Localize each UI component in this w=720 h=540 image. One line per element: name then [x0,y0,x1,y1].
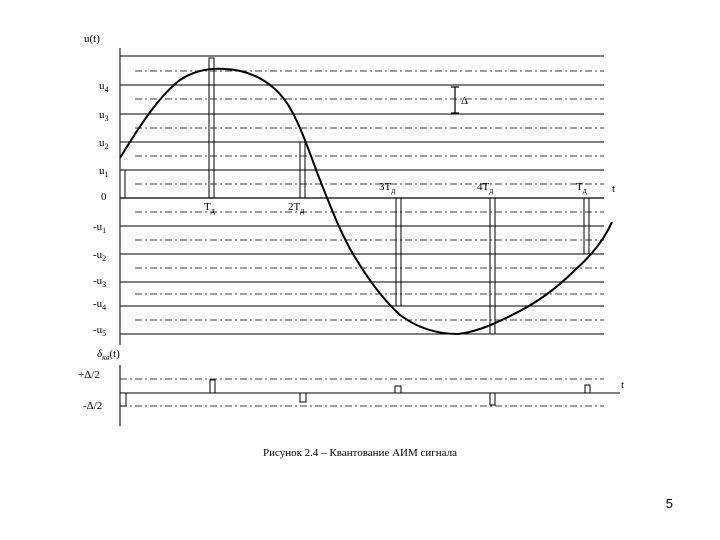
level-label: u [99,80,105,92]
error-axis-label: δкв(t) [97,348,120,362]
error-pulse-3 [394,385,402,394]
level-labels: u4 u3 u2 u1 0 -u1 -u2 -u3 -u4 -u5 [93,80,109,338]
plus-half-delta-label: +Δ/2 [78,369,100,381]
y-axis-label: u(t) [84,33,100,45]
delta-marker [451,86,459,114]
minus-half-delta-label: -Δ/2 [83,400,102,412]
level-lines [120,55,604,335]
level-label: u [99,109,105,121]
sample-pulse-2 [299,141,306,199]
t-axis-label: t [612,183,615,195]
svg-text:u3: u3 [99,109,109,123]
dashdot-lines [135,70,604,321]
sample-pulse-1 [208,57,215,199]
level-label: -u [93,249,103,261]
error-pulse-1 [209,379,216,394]
sample-label: 4T [477,181,490,193]
svg-text:4Tд: 4Tд [477,181,493,195]
svg-text:Tд: Tд [204,201,215,215]
svg-text:u1: u1 [99,165,109,179]
error-pulse-5 [584,384,591,394]
level-label: -u [93,298,103,310]
sample-label: T [204,201,211,213]
sample-pulse-5 [583,197,590,255]
level-label: -u [93,324,103,336]
level-label: u [99,137,105,149]
svg-text:2Tд: 2Tд [288,201,304,215]
svg-text:-u5: -u5 [93,324,106,338]
svg-text:u4: u4 [99,80,109,94]
sample-label: 3T [379,181,392,193]
error-pulse-2 [299,392,307,403]
sample-labels: Tд 2Tд 3Tд 4Tд Tд [204,181,587,215]
error-pulse-0 [119,392,127,407]
svg-text:-u1: -u1 [93,221,106,235]
svg-text:u2: u2 [99,137,109,151]
sample-label: 2T [288,201,301,213]
sample-label: T [576,181,583,193]
delta-label: Δ [461,95,468,107]
svg-text:Tд: Tд [576,181,587,195]
sample-pulse-3 [395,197,402,307]
level-label: 0 [101,191,107,203]
sample-pulse-0 [119,169,126,199]
svg-text:-u4: -u4 [93,298,106,312]
figure-caption: Рисунок 2.4 – Квантование АИМ сигнала [263,447,457,459]
svg-text:3Tд: 3Tд [379,181,395,195]
error-pulses [119,379,591,407]
page-number: 5 [666,496,673,511]
sample-pulse-4 [489,197,496,335]
svg-text:0: 0 [101,191,107,203]
top-plot: u(t) [84,33,615,345]
error-pulse-4 [489,392,496,406]
error-t-label: t [621,379,624,391]
level-label: -u [93,275,103,287]
svg-text:-u3: -u3 [93,275,106,289]
bottom-plot: δкв(t) +Δ/2 -Δ/2 t [78,348,624,426]
sample-pulses [119,57,590,335]
level-label: -u [93,221,103,233]
svg-text:-u2: -u2 [93,249,106,263]
level-label: u [99,165,105,177]
